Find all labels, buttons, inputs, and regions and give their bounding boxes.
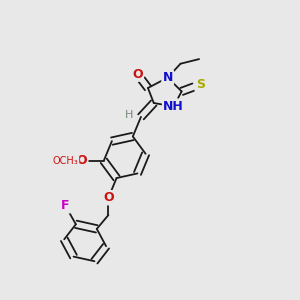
Text: F: F <box>61 199 70 212</box>
Text: O: O <box>132 68 143 81</box>
Text: O: O <box>103 191 114 204</box>
Text: N: N <box>163 71 173 84</box>
Text: O: O <box>76 154 87 167</box>
Text: NH: NH <box>163 100 184 113</box>
Text: S: S <box>196 78 205 91</box>
Text: H: H <box>125 110 134 119</box>
Text: OCH₃: OCH₃ <box>52 156 78 166</box>
